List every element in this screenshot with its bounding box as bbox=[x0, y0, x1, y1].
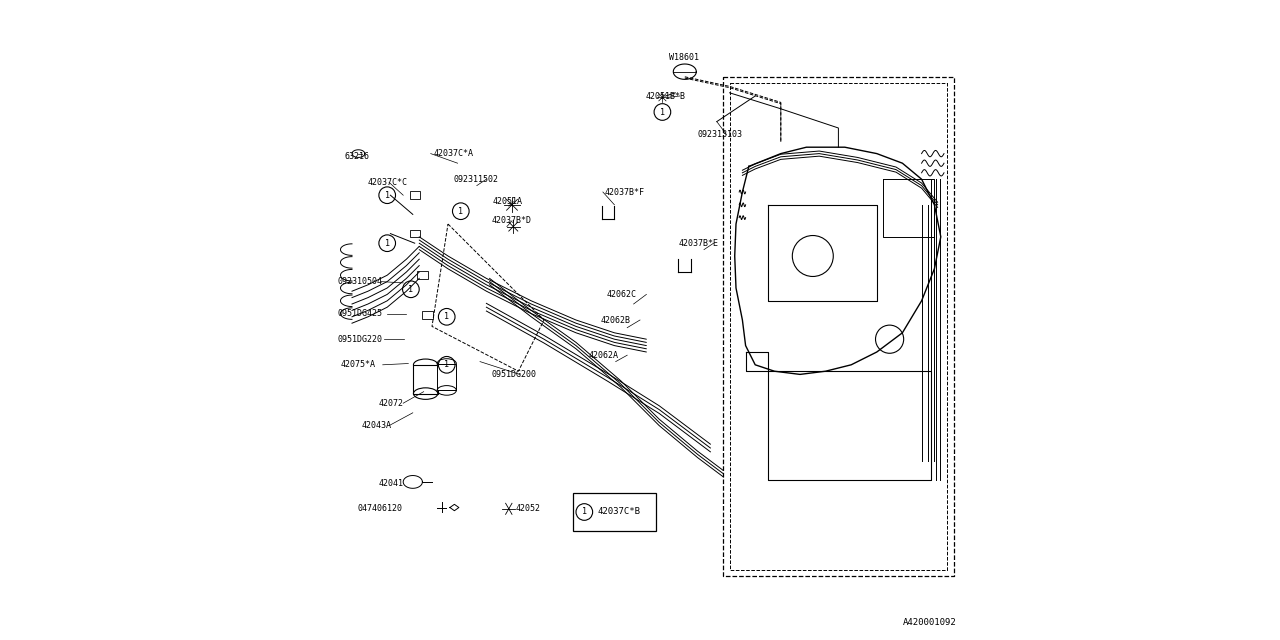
Text: 1: 1 bbox=[660, 108, 664, 116]
Text: 42037B*E: 42037B*E bbox=[678, 239, 718, 248]
Bar bbox=[410, 191, 420, 199]
Text: 1: 1 bbox=[385, 191, 389, 200]
Bar bbox=[438, 364, 457, 390]
Bar bbox=[417, 271, 428, 279]
Text: 42051A: 42051A bbox=[493, 197, 522, 206]
Bar bbox=[422, 311, 433, 319]
Text: 42037B*F: 42037B*F bbox=[604, 188, 645, 196]
Text: 42072: 42072 bbox=[379, 399, 404, 408]
Text: 1: 1 bbox=[408, 285, 413, 294]
Text: 0951DG425: 0951DG425 bbox=[338, 309, 383, 318]
Text: 0951DG220: 0951DG220 bbox=[338, 335, 383, 344]
Text: 42051B*B: 42051B*B bbox=[645, 92, 685, 100]
Text: 1: 1 bbox=[444, 312, 449, 321]
Text: 63216: 63216 bbox=[344, 152, 370, 161]
Text: 0951DG200: 0951DG200 bbox=[492, 370, 536, 379]
Text: 1: 1 bbox=[582, 508, 586, 516]
Text: 092311502: 092311502 bbox=[453, 175, 498, 184]
Text: 42052: 42052 bbox=[516, 504, 540, 513]
Text: 42037C*C: 42037C*C bbox=[369, 178, 408, 187]
Text: 42062A: 42062A bbox=[589, 351, 618, 360]
Text: 42043A: 42043A bbox=[362, 421, 392, 430]
Text: 1: 1 bbox=[385, 239, 389, 248]
Text: 092310504: 092310504 bbox=[338, 277, 383, 286]
Text: 42037C*B: 42037C*B bbox=[596, 508, 640, 516]
Text: 42041: 42041 bbox=[379, 479, 404, 488]
Text: 42037C*A: 42037C*A bbox=[434, 149, 474, 158]
Text: 42062B: 42062B bbox=[600, 316, 630, 324]
Text: W18601: W18601 bbox=[668, 53, 699, 62]
Text: 1: 1 bbox=[444, 360, 449, 369]
Text: 42062C: 42062C bbox=[607, 290, 636, 299]
Text: 1: 1 bbox=[458, 207, 463, 216]
Bar bbox=[410, 230, 420, 237]
Bar bbox=[413, 365, 438, 394]
Text: 092313103: 092313103 bbox=[698, 130, 742, 139]
Text: 047406120: 047406120 bbox=[357, 504, 402, 513]
Text: 42037B*D: 42037B*D bbox=[492, 216, 531, 225]
Text: 42075*A: 42075*A bbox=[340, 360, 375, 369]
Text: A420001092: A420001092 bbox=[904, 618, 957, 627]
